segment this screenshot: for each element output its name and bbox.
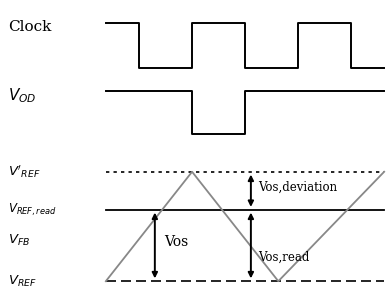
Text: Vos,deviation: Vos,deviation <box>258 181 337 194</box>
Text: $V_{REF,read}$: $V_{REF,read}$ <box>8 202 56 218</box>
Text: $V'_{REF}$: $V'_{REF}$ <box>8 164 40 180</box>
Text: Clock: Clock <box>8 20 51 34</box>
Text: Vos: Vos <box>165 235 189 250</box>
Text: Vos,read: Vos,read <box>258 251 309 264</box>
Text: $V_{REF}$: $V_{REF}$ <box>8 274 36 289</box>
Text: $V_{FB}$: $V_{FB}$ <box>8 233 30 248</box>
Text: $V_{OD}$: $V_{OD}$ <box>8 86 36 105</box>
